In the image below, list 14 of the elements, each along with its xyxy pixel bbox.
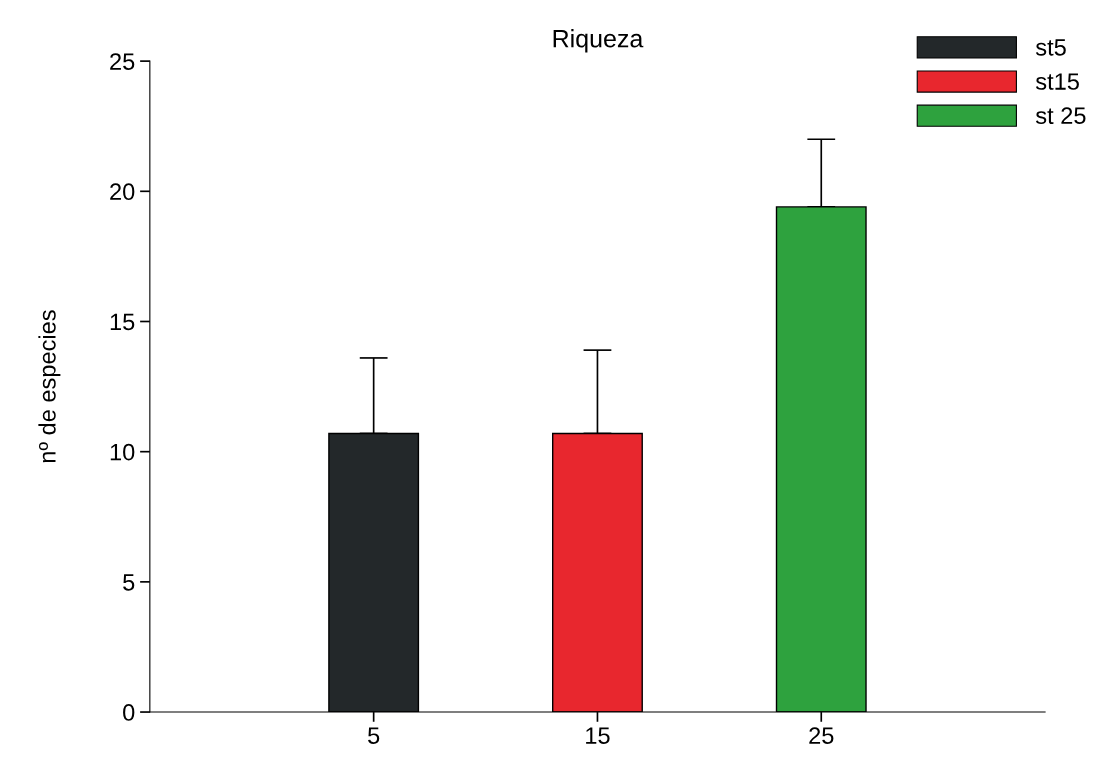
legend-label: st5 — [1035, 39, 1066, 56]
y-tick-label: 5 — [123, 574, 135, 591]
x-tick-label: 15 — [586, 727, 610, 744]
chart-title: Riqueza — [553, 29, 644, 53]
y-tick-label: 25 — [110, 53, 135, 70]
y-tick-label: 15 — [110, 313, 135, 331]
legend-label: st 25 — [1035, 107, 1086, 125]
y-tick-label: 20 — [110, 183, 135, 201]
x-tick-label: 25 — [809, 727, 834, 744]
y-tick-label: 0 — [123, 704, 135, 721]
y-tick-label: 10 — [110, 443, 135, 461]
legend-label: st15 — [1035, 73, 1079, 90]
x-tick-label: 5 — [368, 727, 380, 744]
y-axis-title: nº de especies — [38, 310, 61, 463]
